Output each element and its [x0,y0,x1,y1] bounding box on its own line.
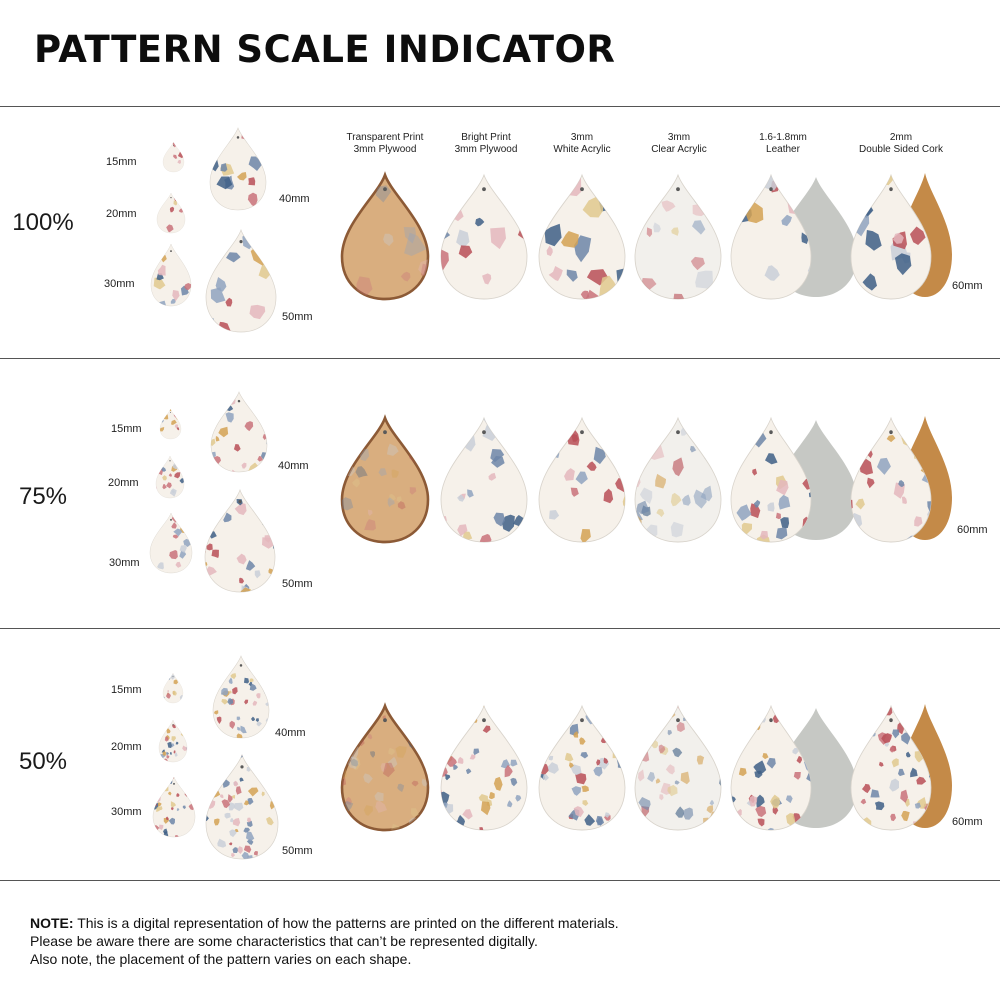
size-label-60mm: 60mm [952,816,983,828]
size-label-50mm: 50mm [282,578,313,590]
swatch-20mm [158,719,188,763]
size-label-30mm: 30mm [109,557,140,569]
material-header-clear-acrylic: 3mm Clear Acrylic [614,132,744,156]
swatch-bright-plywood [440,416,528,543]
scale-section-50: 50% 15mm 20mm 30mm 40mm 50mm 60mm [0,629,1000,879]
material-header-transparent-plywood: Transparent Print 3mm Plywood [320,132,450,156]
swatch-15mm [159,408,182,440]
swatch-cork-front [850,416,932,543]
size-label-30mm: 30mm [104,278,135,290]
swatch-leather-front [730,173,812,300]
swatch-clear-acrylic [634,173,722,300]
size-label-40mm: 40mm [278,460,309,472]
material-header-line2: White Acrylic [553,144,611,155]
swatch-leather-front [730,416,812,543]
size-label-60mm: 60mm [952,280,983,292]
swatch-transparent-plywood [340,171,430,301]
size-label-20mm: 20mm [111,741,142,753]
swatch-40mm [210,391,268,473]
divider-top [0,106,1000,107]
swatch-transparent-plywood [340,702,430,832]
size-label-60mm: 60mm [957,524,988,536]
note-line-1: NOTE: This is a digital representation o… [30,914,619,932]
size-label-50mm: 50mm [282,845,313,857]
scale-section-100: 100% 15mm 20mm 30mm 40mm 50mm 60mm [0,107,1000,357]
swatch-40mm [209,127,267,211]
material-header-line1: 3mm [570,132,594,143]
material-header-line1: 3mm [667,132,691,143]
scale-label: 75% [18,483,68,510]
swatch-20mm [156,192,186,234]
swatch-15mm [162,672,184,704]
swatch-cork-front [850,173,932,300]
page-title: PATTERN SCALE INDICATOR [34,28,616,71]
material-header-line1: 2mm [889,132,913,143]
scale-label: 100% [12,209,74,236]
size-label-15mm: 15mm [111,423,142,435]
swatch-bright-plywood [440,704,528,831]
material-header-cork: 2mm Double Sided Cork [836,132,966,156]
swatch-clear-acrylic [634,416,722,543]
note-text-1: This is a digital representation of how … [73,915,619,931]
material-header-line2: Leather [766,144,800,155]
note-label: NOTE: [30,915,74,931]
swatch-leather-front [730,704,812,831]
size-label-50mm: 50mm [282,311,313,323]
disclaimer-note: NOTE: This is a digital representation o… [30,914,619,968]
swatch-30mm [150,243,192,307]
size-label-20mm: 20mm [106,208,137,220]
material-header-line2: Double Sided Cork [859,144,943,155]
scale-section-75: 75% 15mm 20mm 30mm 40mm 50mm 60mm [0,359,1000,609]
material-header-line1: 1.6-1.8mm [759,132,807,143]
swatch-cork-front [850,704,932,831]
swatch-bright-plywood [440,173,528,300]
swatch-30mm [149,512,193,574]
swatch-40mm [212,655,270,739]
size-label-15mm: 15mm [106,156,137,168]
swatch-clear-acrylic [634,704,722,831]
size-label-40mm: 40mm [275,727,306,739]
swatch-30mm [152,776,196,838]
material-header-bright-plywood: Bright Print 3mm Plywood [421,132,551,156]
material-header-line1: Bright Print [461,132,511,143]
swatch-50mm [205,753,279,860]
size-label-20mm: 20mm [108,477,139,489]
note-line-2: Please be aware there are some character… [30,933,538,949]
swatch-15mm [162,141,185,173]
swatch-white-acrylic [538,416,626,543]
material-header-white-acrylic: 3mm White Acrylic [517,132,647,156]
scale-label: 50% [18,748,68,775]
size-label-15mm: 15mm [111,684,142,696]
swatch-white-acrylic [538,704,626,831]
material-header-line2: 3mm Plywood [353,144,417,155]
size-label-30mm: 30mm [111,806,142,818]
divider-2 [0,628,1000,629]
divider-1 [0,358,1000,359]
divider-bottom [0,880,1000,881]
material-header-line1: Transparent Print [346,132,424,143]
material-header-line2: 3mm Plywood [454,144,518,155]
swatch-white-acrylic [538,173,626,300]
material-header-leather: 1.6-1.8mm Leather [718,132,848,156]
swatch-20mm [155,455,185,499]
swatch-50mm [205,228,277,333]
note-line-3: Also note, the placement of the pattern … [30,951,412,967]
size-label-40mm: 40mm [279,193,310,205]
swatch-50mm [204,488,276,593]
swatch-transparent-plywood [340,414,430,544]
material-header-line2: Clear Acrylic [651,144,707,155]
